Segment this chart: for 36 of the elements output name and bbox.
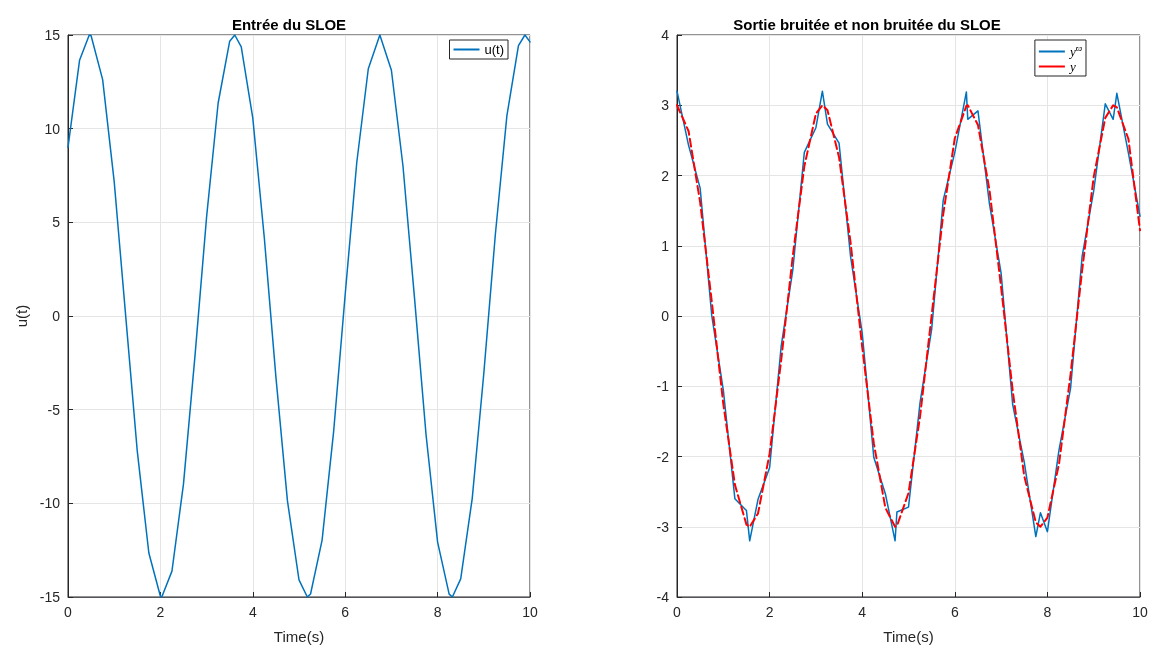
legend-label: y bbox=[1067, 59, 1076, 74]
x-tick-label: 0 bbox=[64, 604, 73, 620]
y-tick-label: 0 bbox=[52, 308, 61, 324]
x-axis-title: Time(s) bbox=[273, 628, 325, 645]
y-tick-label: -5 bbox=[47, 401, 61, 418]
x-tick-label: 4 bbox=[248, 604, 257, 620]
chart-title: Entrée du SLOE bbox=[231, 16, 347, 33]
y-tick-label: -2 bbox=[656, 448, 670, 465]
x-tick-label: 10 bbox=[522, 604, 538, 620]
y-tick-label: -15 bbox=[39, 589, 61, 605]
y-tick-label: -3 bbox=[656, 518, 670, 535]
x-axis-title: Time(s) bbox=[883, 628, 934, 645]
y-tick-label: 10 bbox=[44, 120, 61, 137]
x-tick-label: 4 bbox=[858, 604, 867, 620]
y-tick-label: 3 bbox=[661, 97, 670, 114]
y-tick-label: -1 bbox=[656, 378, 670, 395]
x-tick-label: 8 bbox=[433, 604, 442, 620]
x-tick-label: 2 bbox=[765, 604, 774, 620]
chart-title: Sortie bruitée et non bruitée du SLOE bbox=[733, 16, 1001, 33]
y-tick-label: 1 bbox=[661, 237, 670, 254]
y-tick-label: 5 bbox=[52, 214, 61, 231]
y-axis-title: u(t) bbox=[12, 304, 30, 328]
x-tick-label: 6 bbox=[950, 604, 959, 620]
line-series bbox=[67, 34, 531, 598]
x-tick-label: 0 bbox=[673, 604, 682, 620]
x-tick-label: 10 bbox=[1132, 604, 1148, 620]
y-tick-label: -10 bbox=[39, 495, 61, 512]
y-tick-label: -4 bbox=[656, 589, 670, 605]
x-tick-label: 2 bbox=[156, 604, 165, 620]
x-tick-label: 8 bbox=[1043, 604, 1052, 620]
legend-label: u(t) bbox=[484, 42, 504, 57]
y-tick-label: 0 bbox=[661, 308, 670, 324]
y-tick-label: 2 bbox=[661, 167, 670, 184]
y-tick-label: 15 bbox=[44, 27, 61, 43]
y-tick-label: 4 bbox=[661, 27, 670, 43]
x-tick-label: 6 bbox=[341, 604, 350, 620]
